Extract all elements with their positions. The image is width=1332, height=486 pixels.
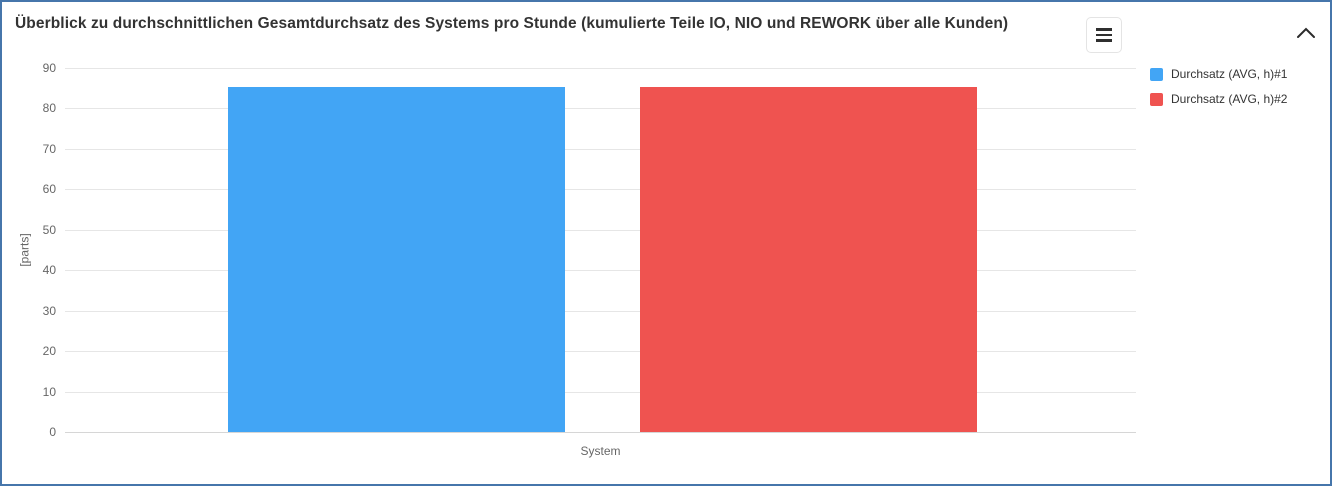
panel-collapse-button[interactable] bbox=[1290, 19, 1322, 47]
gridline-20 bbox=[65, 351, 1136, 353]
y-tick-label-40: 40 bbox=[42, 263, 56, 278]
legend-swatch-1 bbox=[1150, 67, 1163, 81]
y-tick-label-80: 80 bbox=[42, 101, 56, 116]
gridline-40 bbox=[65, 270, 1136, 272]
legend: Durchsatz (AVG, h)#1 Durchsatz (AVG, h)#2 bbox=[1150, 67, 1287, 106]
legend-swatch-2 bbox=[1150, 92, 1163, 106]
gridline-30 bbox=[65, 310, 1136, 312]
legend-label-1: Durchsatz (AVG, h)#1 bbox=[1171, 67, 1288, 81]
gridline-10 bbox=[65, 391, 1136, 393]
gridline-90 bbox=[65, 68, 1136, 69]
bar-series-1[interactable] bbox=[227, 87, 565, 432]
y-axis-title-wrap: [parts] bbox=[10, 68, 40, 432]
legend-item-2[interactable]: Durchsatz (AVG, h)#2 bbox=[1150, 92, 1287, 106]
chart-context-menu-button[interactable] bbox=[1086, 17, 1122, 53]
plot-area: 0 10 20 30 40 50 60 70 80 90 bbox=[43, 61, 1136, 439]
y-tick-label-50: 50 bbox=[42, 222, 56, 237]
gridline-70 bbox=[65, 148, 1136, 150]
y-tick-label-30: 30 bbox=[42, 303, 56, 318]
gridline-80 bbox=[65, 108, 1136, 110]
panel-title: Überblick zu durchschnittlichen Gesamtdu… bbox=[15, 15, 1009, 32]
y-tick-label-60: 60 bbox=[42, 182, 56, 197]
y-tick-label-10: 10 bbox=[42, 384, 56, 399]
y-tick-label-20: 20 bbox=[42, 344, 56, 359]
y-tick-label-70: 70 bbox=[42, 141, 56, 156]
gridline-0 bbox=[65, 432, 1136, 433]
gridline-60 bbox=[65, 189, 1136, 191]
y-tick-label-0: 0 bbox=[49, 425, 56, 439]
y-axis-title: [parts] bbox=[18, 233, 33, 267]
hamburger-menu-icon bbox=[1096, 28, 1112, 42]
legend-label-2: Durchsatz (AVG, h)#2 bbox=[1171, 92, 1288, 106]
chevron-up-icon bbox=[1297, 27, 1315, 38]
x-category-label: System bbox=[580, 444, 621, 458]
bar-series-2[interactable] bbox=[639, 87, 977, 432]
legend-item-1[interactable]: Durchsatz (AVG, h)#1 bbox=[1150, 67, 1287, 81]
y-tick-label-90: 90 bbox=[42, 61, 56, 75]
gridline-50 bbox=[65, 229, 1136, 231]
